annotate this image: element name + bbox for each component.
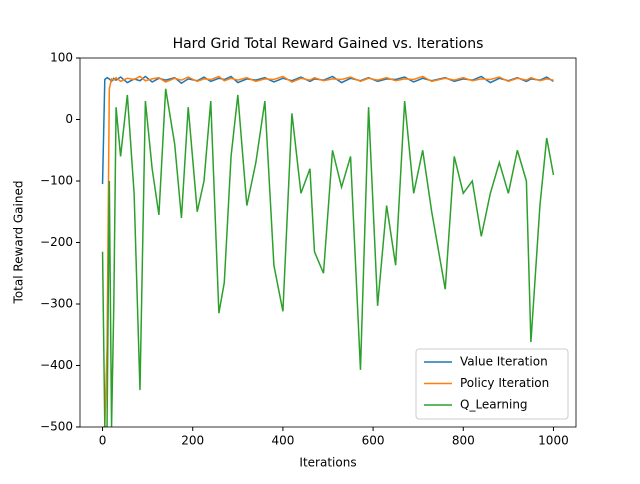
x-tick-label: 1000 [538, 434, 569, 448]
y-tick-label: −300 [40, 297, 73, 311]
chart-title: Hard Grid Total Reward Gained vs. Iterat… [173, 36, 484, 52]
x-tick-label: 200 [181, 434, 204, 448]
legend-label: Value Iteration [460, 355, 548, 369]
y-axis-label: Total Reward Gained [12, 181, 26, 305]
y-tick-label: −400 [40, 358, 73, 372]
x-tick-label: 600 [362, 434, 385, 448]
y-tick-label: −100 [40, 174, 73, 188]
x-tick-label: 800 [452, 434, 475, 448]
plot-frame [79, 57, 577, 428]
x-tick-label: 0 [99, 434, 107, 448]
series-line [101, 88, 555, 427]
legend-label: Q_Learning [460, 398, 528, 412]
legend-box [415, 348, 569, 420]
x-tick-label: 400 [271, 434, 294, 448]
y-tick-label: −200 [40, 235, 73, 249]
legend-label: Policy Iteration [460, 376, 549, 390]
y-tick-label: −500 [40, 420, 73, 434]
y-tick-label: 0 [65, 112, 73, 126]
y-tick-label: 100 [50, 51, 73, 65]
x-axis-label: Iterations [299, 456, 356, 470]
series-line [102, 75, 554, 427]
